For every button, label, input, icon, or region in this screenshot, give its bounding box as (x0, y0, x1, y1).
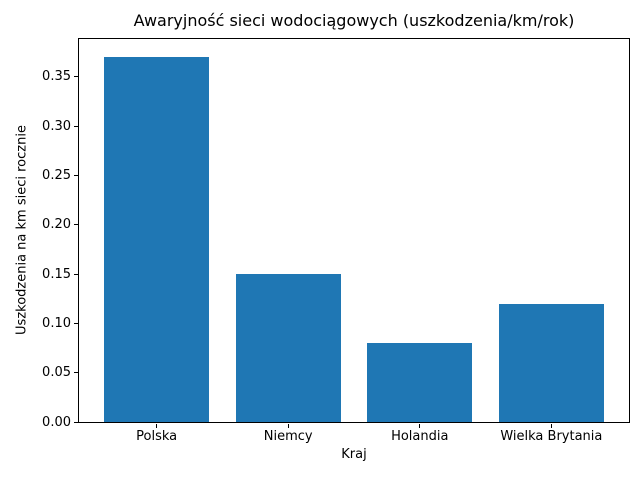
x-axis-label: Kraj (341, 447, 367, 462)
y-tick-label: 0.30 (42, 118, 71, 134)
bar-wielka-brytania (498, 303, 604, 422)
bar-holandia (367, 343, 473, 422)
x-tick-label: Wielka Brytania (500, 429, 603, 444)
bar-polska (104, 57, 210, 422)
y-tick-label: 0.20 (42, 217, 71, 233)
y-tick-label: 0.05 (42, 365, 71, 381)
y-tick-mark (74, 76, 78, 78)
y-tick-mark (74, 273, 78, 275)
x-tick-label: Polska (136, 429, 178, 444)
x-tick-mark (287, 424, 289, 428)
x-tick-mark (419, 424, 421, 428)
y-tick-label: 0.00 (42, 414, 71, 430)
y-tick-mark (74, 421, 78, 423)
y-tick-mark (74, 372, 78, 374)
y-tick-mark (74, 322, 78, 324)
x-tick-label: Niemcy (263, 429, 313, 444)
y-tick-label: 0.25 (42, 168, 71, 184)
x-tick-label: Holandia (391, 429, 449, 444)
y-tick-label: 0.15 (42, 266, 71, 282)
bar-niemcy (235, 274, 341, 422)
x-tick-mark (550, 424, 552, 428)
chart-title: Awaryjność sieci wodociągowych (uszkodze… (133, 11, 575, 30)
plot-area: Polska Niemcy Holandia Wielka Brytania 0.00 0… (42, 38, 630, 444)
y-tick-mark (74, 224, 78, 226)
y-tick-label: 0.10 (42, 315, 71, 331)
y-tick-label: 0.35 (42, 69, 71, 85)
x-tick-mark (156, 424, 158, 428)
y-tick-mark (74, 175, 78, 177)
y-tick-mark (74, 125, 78, 127)
